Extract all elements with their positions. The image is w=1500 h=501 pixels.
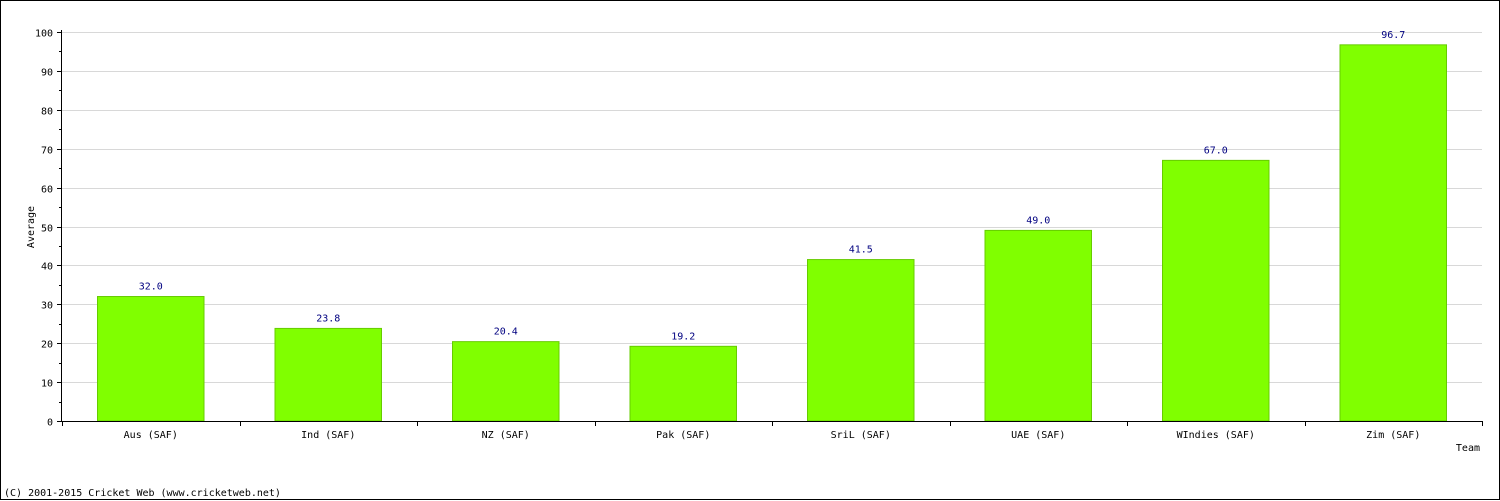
y-tick-label: 70 [41, 146, 53, 157]
y-tick-label: 90 [41, 68, 53, 79]
x-axis-ticks: Aus (SAF) Ind (SAF) NZ (SAF) Pak (SAF) SriL … [62, 421, 1483, 441]
y-tick-label: 20 [41, 340, 53, 351]
x-tick-label: Ind (SAF) [301, 430, 355, 441]
value-label: 19.2 [671, 331, 695, 342]
x-tick-label: Zim (SAF) [1366, 430, 1420, 441]
bar-zim-saf [1339, 44, 1447, 422]
y-tick-label: 30 [41, 301, 53, 312]
x-tick-label: Aus (SAF) [124, 430, 178, 441]
bar-pak-saf [629, 345, 737, 422]
y-tick-label: 50 [41, 224, 53, 235]
x-tick-label: SriL (SAF) [831, 430, 891, 441]
y-tick-label: 40 [41, 262, 53, 273]
bar-aus-saf [97, 296, 205, 422]
x-axis-label: Team [1456, 443, 1480, 454]
value-label: 23.8 [316, 313, 340, 324]
bar-windies-saf [1162, 159, 1270, 422]
y-axis-label: Average [26, 206, 37, 248]
bar-nz-saf [452, 341, 560, 422]
bar-ind-saf [274, 327, 382, 422]
x-tick-label: UAE (SAF) [1011, 430, 1065, 441]
bar-uae-saf [984, 229, 1092, 422]
bar-sril-saf [807, 259, 915, 422]
value-label: 96.7 [1381, 30, 1405, 41]
bars [97, 44, 1447, 422]
value-label: 49.0 [1026, 215, 1050, 226]
y-tick-label: 60 [41, 185, 53, 196]
copyright-footer: (C) 2001-2015 Cricket Web (www.cricketwe… [4, 488, 281, 499]
x-tick-label: WIndies (SAF) [1177, 430, 1255, 441]
y-axis-ticks: 0 10 20 30 40 50 60 70 80 90 100 [35, 29, 62, 429]
y-tick-label: 100 [35, 29, 53, 40]
y-tick-label: 80 [41, 107, 53, 118]
value-label: 67.0 [1204, 145, 1228, 156]
value-label: 32.0 [139, 282, 163, 293]
y-tick-label: 0 [47, 418, 53, 429]
value-label: 41.5 [849, 245, 873, 256]
value-label: 20.4 [494, 327, 518, 338]
x-tick-label: Pak (SAF) [656, 430, 710, 441]
y-tick-label: 10 [41, 379, 53, 390]
value-labels: 32.0 23.8 20.4 19.2 41.5 49.0 67.0 96.7 [139, 30, 1406, 342]
x-tick-label: NZ (SAF) [482, 430, 530, 441]
